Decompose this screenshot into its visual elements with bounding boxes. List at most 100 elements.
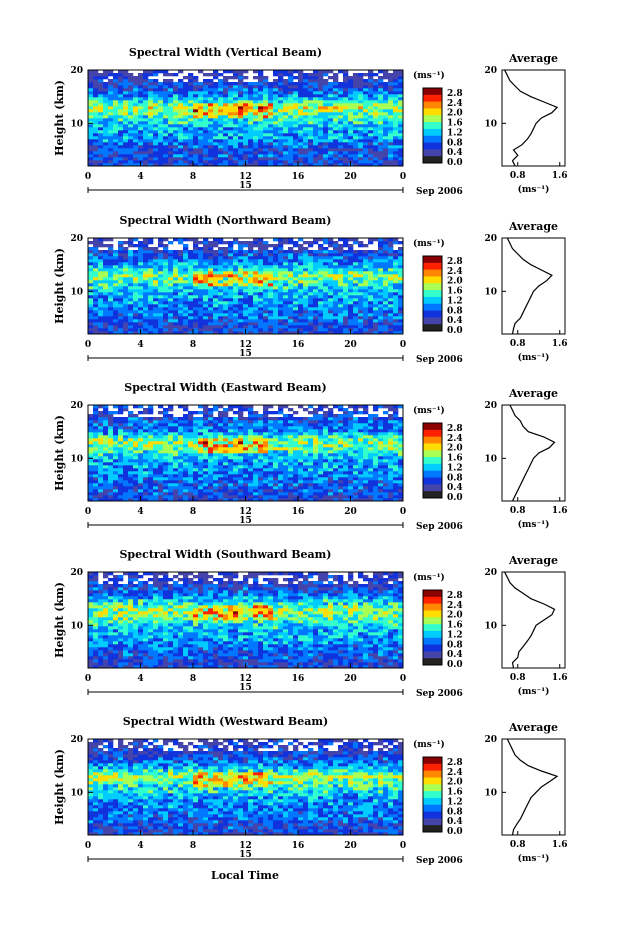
heatmap-cell — [208, 112, 214, 116]
heatmap-cell — [108, 109, 114, 113]
heatmap-cell — [98, 486, 104, 490]
avg-x-tick-label: 1.6 — [552, 171, 568, 181]
heatmap-cell — [123, 145, 129, 149]
heatmap-cell — [318, 118, 324, 122]
heatmap-cell — [158, 456, 164, 460]
heatmap-cell — [198, 480, 204, 484]
heatmap-cell — [218, 295, 224, 299]
heatmap-cell — [293, 97, 299, 101]
heatmap-cell — [168, 154, 174, 158]
heatmap-cell — [283, 328, 289, 332]
heatmap-cell — [193, 145, 199, 149]
heatmap-cell — [328, 76, 334, 80]
heatmap-cell — [268, 274, 274, 278]
heatmap-cell — [138, 124, 144, 128]
heatmap-cell — [343, 462, 349, 466]
heatmap-cell — [348, 136, 354, 140]
heatmap-cell — [258, 283, 264, 287]
heatmap-cell — [153, 489, 159, 493]
heatmap-cell — [283, 331, 289, 335]
heatmap-cell — [328, 241, 334, 245]
heatmap-cell — [288, 325, 294, 329]
heatmap-cell — [138, 151, 144, 155]
heatmap-cell — [193, 148, 199, 152]
heatmap-cell — [203, 295, 209, 299]
heatmap-cell — [343, 480, 349, 484]
heatmap-cell — [173, 459, 179, 463]
heatmap-cell — [308, 250, 314, 254]
heatmap-cell — [258, 301, 264, 305]
heatmap-cell — [378, 154, 384, 158]
heatmap-cell — [363, 115, 369, 119]
heatmap-cell — [233, 480, 239, 484]
heatmap-cell — [233, 289, 239, 293]
heatmap-cell — [263, 247, 269, 251]
heatmap-cell — [363, 283, 369, 287]
heatmap-cell — [93, 474, 99, 478]
heatmap-cell — [388, 331, 394, 335]
heatmap-cell — [383, 313, 389, 317]
heatmap-cell — [308, 76, 314, 80]
heatmap-cell — [228, 82, 234, 86]
heatmap-cell — [173, 286, 179, 290]
heatmap-cell — [373, 148, 379, 152]
heatmap-cell — [273, 289, 279, 293]
heatmap-cell — [168, 459, 174, 463]
heatmap-cell — [178, 280, 184, 284]
heatmap-cell — [248, 139, 254, 143]
heatmap-cell — [318, 492, 324, 496]
heatmap-cell — [228, 115, 234, 119]
heatmap-cell — [148, 262, 154, 266]
heatmap-cell — [298, 73, 304, 77]
heatmap-cell — [293, 456, 299, 460]
heatmap-cell — [353, 316, 359, 320]
heatmap-cell — [238, 154, 244, 158]
heatmap-cell — [233, 145, 239, 149]
heatmap-cell — [318, 283, 324, 287]
heatmap-cell — [363, 151, 369, 155]
heatmap-cell — [373, 331, 379, 335]
heatmap-cell — [148, 115, 154, 119]
heatmap-cell — [298, 79, 304, 83]
heatmap-cell — [308, 94, 314, 98]
heatmap-cell — [373, 265, 379, 269]
heatmap-cell — [248, 280, 254, 284]
heatmap-cell — [243, 474, 249, 478]
heatmap-cell — [293, 121, 299, 125]
heatmap-cell — [333, 112, 339, 116]
heatmap-cell — [158, 139, 164, 143]
heatmap-cell — [88, 480, 94, 484]
heatmap-cell — [103, 130, 109, 134]
heatmap-cell — [288, 316, 294, 320]
heatmap-cell — [208, 304, 214, 308]
heatmap-cell — [348, 103, 354, 107]
heatmap-cell — [368, 471, 374, 475]
heatmap-cell — [333, 79, 339, 83]
heatmap-cell — [268, 468, 274, 472]
heatmap-cell — [123, 136, 129, 140]
heatmap-cell — [108, 106, 114, 110]
heatmap-cell — [328, 319, 334, 323]
heatmap-cell — [88, 307, 94, 311]
heatmap-cell — [388, 313, 394, 317]
heatmap-cell — [158, 465, 164, 469]
heatmap-cell — [328, 154, 334, 158]
heatmap-cell — [88, 70, 94, 74]
heatmap-cell — [178, 322, 184, 326]
heatmap-cell — [303, 256, 309, 260]
heatmap-cell — [193, 471, 199, 475]
heatmap-cell — [238, 247, 244, 251]
heatmap-cell — [298, 331, 304, 335]
heatmap-cell — [338, 280, 344, 284]
heatmap-cell — [148, 109, 154, 113]
heatmap-cell — [368, 73, 374, 77]
heatmap-cell — [128, 474, 134, 478]
heatmap-cell — [253, 157, 259, 161]
heatmap-cell — [148, 154, 154, 158]
heatmap-cell — [353, 471, 359, 475]
heatmap-cell — [223, 94, 229, 98]
heatmap-cell — [228, 142, 234, 146]
heatmap-cell — [388, 112, 394, 116]
heatmap-cell — [233, 459, 239, 463]
heatmap-cell — [253, 271, 259, 275]
